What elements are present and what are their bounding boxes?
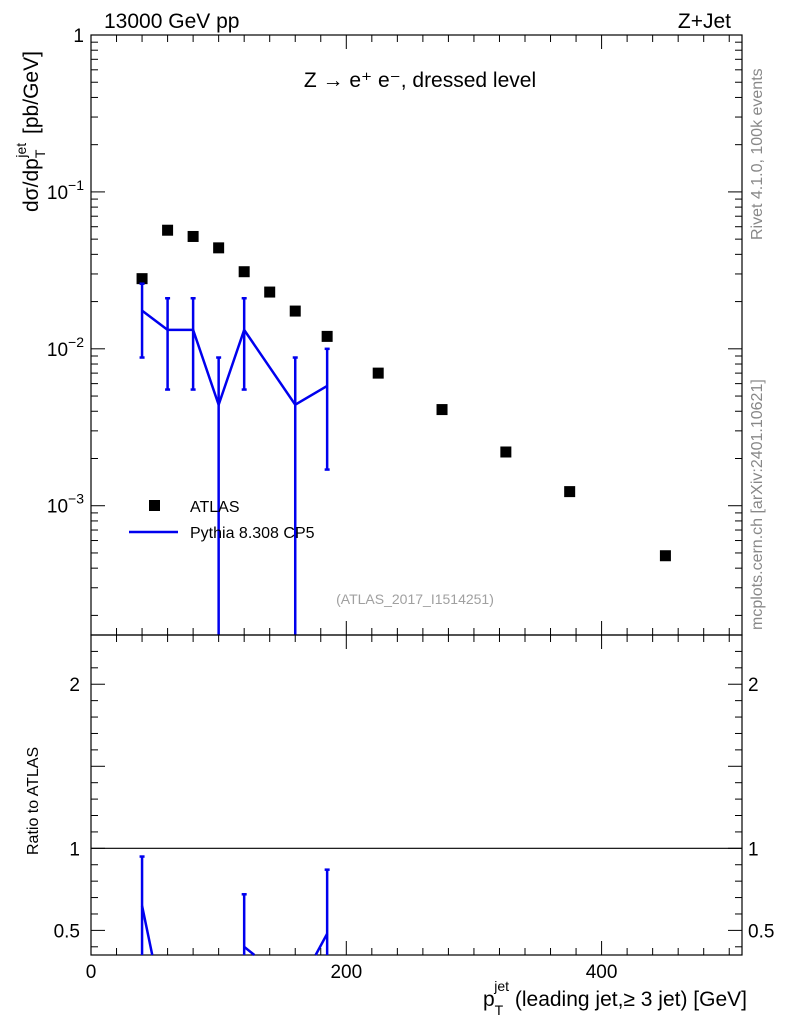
- main-y-tick-labels: 1 10−1 10−2 10−3: [47, 26, 84, 518]
- side-text-mcplots: mcplots.cern.ch [arXiv:2401.10621]: [749, 379, 766, 630]
- header-right-title: Z+Jet: [678, 10, 731, 33]
- analysis-label: (ATLAS_2017_I1514251): [336, 591, 494, 607]
- atlas-data-point: [659, 550, 671, 562]
- ratio-y-tick-label-left: 1: [69, 839, 80, 860]
- main-y-tick-label: 10−1: [47, 177, 84, 204]
- ratio-y-tick-label-left: 0.5: [54, 921, 80, 942]
- main-plot-frame: [90, 34, 743, 636]
- x-tick-label: 200: [330, 962, 362, 983]
- atlas-data-point: [500, 446, 512, 458]
- atlas-data-point: [213, 242, 225, 254]
- atlas-data-point: [264, 286, 276, 298]
- atlas-data-point: [162, 224, 174, 236]
- atlas-data-point: [289, 305, 301, 317]
- main-panel: 1 10−1 10−2 10−3 Z → e⁺ e⁻, dressed level (…: [13, 26, 743, 636]
- x-tick-label: 400: [586, 962, 618, 983]
- header-left-title: 13000 GeV pp: [104, 10, 239, 33]
- main-y-tick-label: 1: [73, 26, 84, 47]
- atlas-data-point: [564, 486, 576, 498]
- atlas-data-point: [136, 273, 148, 285]
- x-axis-label: pTjet (leading jet,≥ 3 jet) [GeV]: [483, 978, 747, 1018]
- side-text-rivet: Rivet 4.1.0, 100k events: [749, 68, 766, 240]
- ratio-y-tick-labels: 0.5 0.5 1 1 2 2: [54, 675, 775, 942]
- x-tick-label: 0: [86, 962, 97, 983]
- ratio-panel: 0.5 0.5 1 1 2 2 Ratio to ATLAS 0 200 400 pTjet …: [25, 634, 775, 1018]
- main-y-tick-label: 10−3: [47, 491, 84, 518]
- ratio-y-tick-label-left: 2: [69, 675, 80, 696]
- main-series: [136, 224, 671, 635]
- ratio-y-axis-label: Ratio to ATLAS: [25, 747, 42, 855]
- atlas-data-point: [321, 330, 333, 342]
- ratio-plot-frame: [90, 634, 743, 956]
- main-y-axis-label: dσ/dpTjet [pb/GeV]: [13, 51, 48, 212]
- ratio-y-tick-label-right: 2: [748, 675, 759, 696]
- atlas-data-point: [238, 266, 250, 278]
- x-tick-labels: 0 200 400: [86, 962, 618, 983]
- ratio-line-segment: [314, 933, 329, 956]
- ratio-line-segment: [140, 905, 154, 956]
- process-annotation: Z → e⁺ e⁻, dressed level: [304, 69, 536, 92]
- ratio-y-tick-label-right: 1: [748, 839, 759, 860]
- main-axis-ticks: [90, 34, 742, 635]
- legend-pythia-label: Pythia 8.308 CP5: [190, 525, 315, 542]
- main-y-tick-label: 10−2: [47, 334, 84, 361]
- ratio-series: [139, 855, 330, 956]
- atlas-data-point: [436, 404, 448, 416]
- ratio-axis-ticks: [90, 634, 742, 955]
- atlas-data-point: [372, 367, 384, 379]
- ratio-y-tick-label-right: 0.5: [748, 921, 774, 942]
- legend-atlas-label: ATLAS: [190, 499, 240, 516]
- atlas-data-point: [187, 230, 199, 242]
- ratio-line-segment: [243, 945, 256, 956]
- legend: ATLAS Pythia 8.308 CP5: [129, 499, 315, 542]
- legend-atlas-marker: [149, 500, 160, 511]
